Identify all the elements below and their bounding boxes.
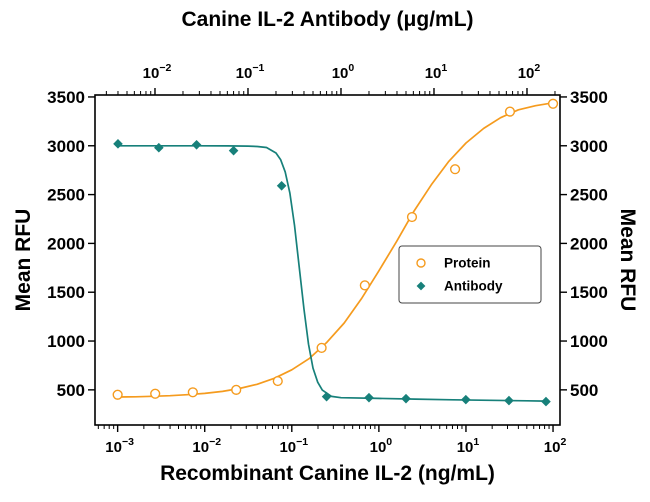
bottom-tick-label: 10−1: [279, 436, 308, 456]
right-tick-label: 2500: [570, 186, 608, 205]
legend-label-antibody: Antibody: [444, 279, 503, 294]
right-tick-label: 500: [570, 381, 598, 400]
antibody-point: [364, 392, 374, 403]
bottom-tick-label: 101: [457, 436, 480, 456]
top-axis-title: Canine IL-2 Antibody (μg/mL): [181, 8, 474, 31]
antibody-point: [276, 180, 287, 191]
top-tick-label: 100: [332, 62, 355, 82]
left-tick-label: 500: [57, 381, 85, 400]
antibody-point: [191, 139, 202, 150]
left-tick-label: 1000: [47, 332, 85, 351]
antibody-series: [113, 139, 551, 407]
protein-point: [150, 388, 161, 399]
right-axis-label: Mean RFU: [616, 208, 639, 312]
top-tick-label: 10−2: [143, 62, 172, 82]
legend-marker-antibody: [416, 281, 426, 291]
protein-point: [316, 342, 327, 353]
right-tick-label: 1000: [570, 332, 608, 351]
left-axis-label: Mean RFU: [12, 208, 35, 312]
right-tick-label: 3500: [570, 88, 608, 107]
top-tick-label: 101: [425, 62, 448, 82]
protein-point: [406, 211, 418, 223]
protein-point: [504, 106, 516, 117]
antibody-point: [228, 145, 239, 156]
top-tick-label: 102: [518, 62, 541, 82]
protein-point: [272, 375, 283, 387]
right-tick-label: 3000: [570, 137, 608, 156]
left-tick-label: 1500: [47, 283, 85, 302]
antibody-point: [461, 394, 471, 405]
plot-frame: [94, 94, 561, 426]
left-tick-label: 2000: [47, 234, 85, 253]
antibody-point: [113, 139, 123, 149]
protein-point: [112, 389, 123, 400]
protein-series: [112, 98, 559, 400]
protein-point: [449, 164, 461, 175]
protein-point: [187, 387, 198, 398]
left-tick-label: 3500: [47, 88, 85, 107]
antibody-point: [154, 142, 164, 153]
left-tick-label: 3000: [47, 137, 85, 156]
bottom-tick-label: 10−3: [105, 436, 134, 456]
axes: 500 1000 1500 2000 2500 3000 3500 500 1000 1500 20…: [47, 62, 608, 456]
protein-point: [231, 384, 242, 395]
bottom-tick-label: 102: [544, 436, 567, 456]
legend-marker-protein: [416, 258, 426, 268]
bottom-tick-label: 10−2: [192, 436, 221, 456]
antibody-point: [504, 395, 514, 406]
top-tick-label: 10−1: [236, 62, 265, 82]
legend: Protein Antibody: [398, 245, 542, 304]
right-tick-label: 1500: [570, 283, 608, 302]
bottom-axis-label: Recombinant Canine IL-2 (ng/mL): [160, 462, 495, 485]
protein-point: [547, 98, 559, 109]
antibody-point: [401, 393, 411, 404]
antibody-point: [541, 396, 551, 407]
bottom-tick-label: 100: [370, 436, 393, 456]
antibody-point: [321, 391, 332, 402]
legend-label-protein: Protein: [444, 256, 491, 271]
right-tick-label: 2000: [570, 234, 608, 253]
left-tick-label: 2500: [47, 186, 85, 205]
legend-box: [398, 245, 542, 304]
protein-point: [359, 280, 370, 291]
